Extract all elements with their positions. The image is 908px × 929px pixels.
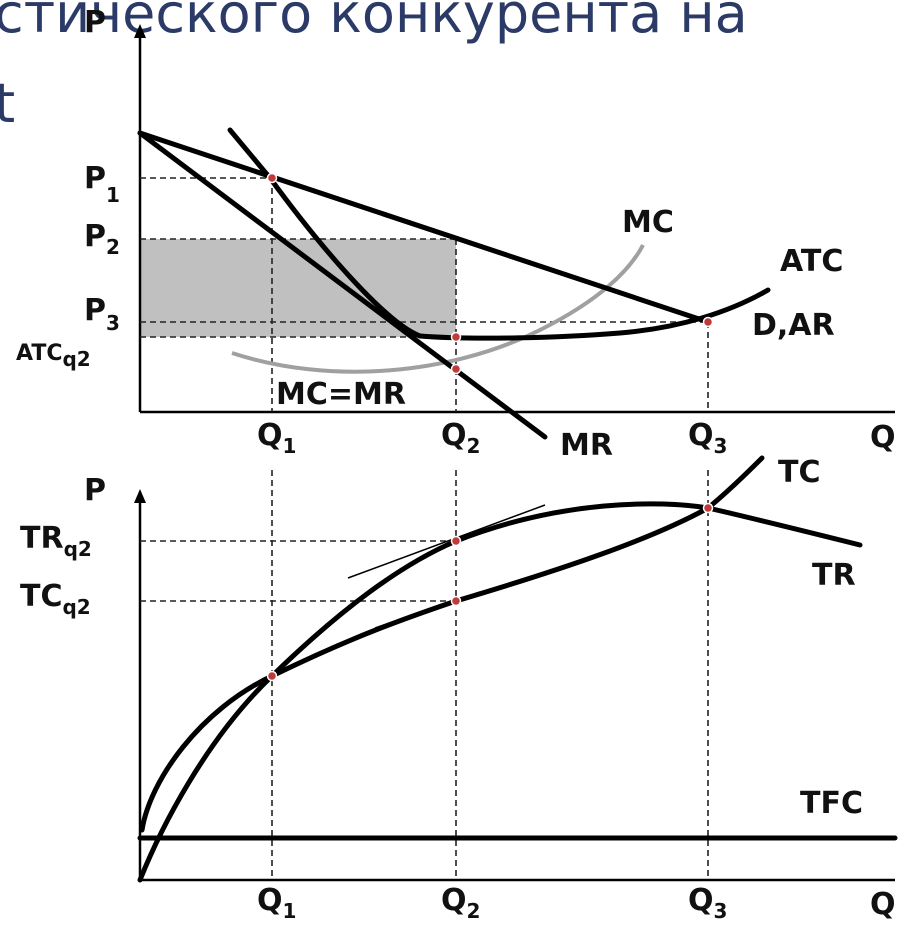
bottom-x-axis-label: Q: [870, 887, 896, 922]
point-mc-mr: [450, 363, 462, 375]
label-q3-bottom: Q3: [688, 883, 727, 923]
label-p3: P3: [84, 293, 120, 335]
mc-curve: [231, 244, 645, 374]
top-x-axis-label: Q: [870, 420, 896, 455]
label-q2-bottom: Q2: [441, 883, 480, 923]
label-p2: P2: [84, 219, 120, 259]
demand-curve: [137, 130, 711, 325]
label-tfc: TFC: [800, 786, 863, 821]
label-q1-top: Q1: [257, 418, 296, 458]
point-q3: [702, 316, 714, 328]
top-panel: P Q P1 P2 P3 ATCq2 Q1 Q2 Q3 MC ATC D,AR …: [16, 5, 896, 463]
bottom-panel: P Q TRq2 TCq2 Q1 Q2 Q3 TC TR TFC: [20, 455, 898, 923]
label-q2-top: Q2: [441, 418, 480, 458]
label-p1: P1: [84, 161, 120, 207]
label-atc: ATC: [780, 244, 843, 279]
label-atc-q2: ATCq2: [16, 341, 91, 371]
bottom-y-axis-arrow: [134, 489, 146, 503]
label-tr: TR: [812, 558, 856, 593]
label-demand: D,AR: [752, 308, 835, 343]
top-y-axis-arrow: [134, 24, 146, 38]
label-mr: MR: [560, 428, 613, 463]
label-q1-bottom: Q1: [257, 883, 296, 923]
label-tr-q2: TRq2: [20, 521, 92, 561]
header-text-line2: t: [0, 72, 15, 135]
header-text-line1: стического конкурента на: [0, 0, 748, 45]
label-tc: TC: [778, 455, 820, 490]
top-y-axis-label: P: [84, 5, 106, 40]
point-q3-bottom: [702, 502, 714, 514]
bottom-y-axis-label: P: [84, 473, 106, 508]
point-q1-bottom: [266, 670, 278, 682]
point-tr-q2: [450, 535, 462, 547]
tc-curve: [139, 455, 765, 833]
label-mc-equals-mr: MC=MR: [276, 377, 406, 412]
atc-curve: [227, 127, 771, 341]
label-mc: MC: [622, 205, 674, 240]
tr-tangent-line: [347, 504, 546, 579]
profit-area: [140, 239, 456, 337]
label-tc-q2: TCq2: [20, 579, 91, 619]
point-p1: [266, 172, 278, 184]
point-atc-q2: [450, 331, 462, 343]
point-tc-q2: [450, 595, 462, 607]
mr-curve: [137, 130, 548, 440]
label-q3-top: Q3: [688, 418, 727, 458]
